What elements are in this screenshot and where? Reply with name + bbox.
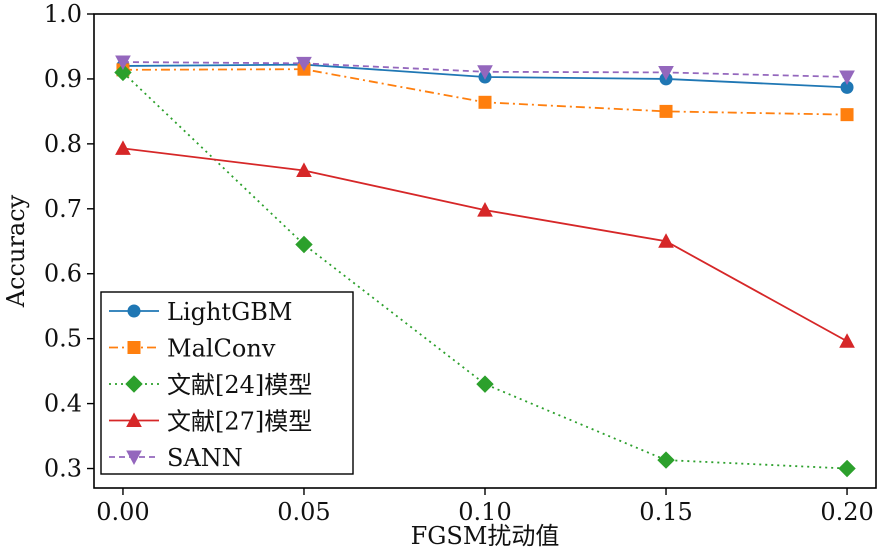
series-4 [115,55,855,86]
x-tick-label: 0.10 [458,498,511,526]
legend-label: 文献[24]模型 [167,371,312,399]
data-point [295,235,313,254]
data-point [115,140,131,155]
legend-label: MalConv [167,335,276,363]
data-point [659,104,673,118]
data-point [114,63,132,82]
y-axis-label: Accuracy [2,194,30,308]
legend-marker [127,341,141,354]
data-point [658,65,674,81]
legend-item: MalConv [109,335,276,363]
legend-marker [125,375,143,393]
data-point [476,375,494,393]
data-point [477,65,493,80]
x-axis-ticks: 0.00 0.05 0.10 0.15 0.20 [96,488,874,526]
data-point [657,451,675,469]
y-tick-label: 1.0 [44,0,82,28]
x-tick-label: 0.00 [96,498,149,526]
y-tick-label: 0.4 [44,390,82,418]
data-point [658,233,674,248]
x-axis-label: FGSM扰动值 [411,522,560,550]
series-3 [115,140,855,348]
data-point [478,95,492,109]
data-point [296,162,312,177]
legend-item: SANN [109,444,243,472]
y-tick-label: 0.8 [44,130,82,158]
legend-marker [127,304,141,318]
plot-frame [93,13,877,489]
data-point [296,56,312,72]
y-axis-ticks: 0.3 0.4 0.5 0.6 0.7 0.8 0.9 1.0 [44,0,94,483]
legend-label: 文献[27]模型 [167,408,312,436]
data-point [477,202,493,217]
x-tick-label: 0.20 [820,498,873,526]
legend-marker [126,412,142,427]
data-point [838,459,856,478]
legend-box [100,291,354,475]
legend-marker [126,450,142,466]
legend-item: LightGBM [109,298,292,326]
y-tick-label: 0.6 [44,260,82,288]
series-2 [114,63,856,478]
data-point [115,55,131,71]
data-point [839,70,855,86]
data-point [839,333,855,348]
legend-item: 文献[24]模型 [109,371,312,399]
plot-area [114,55,856,478]
data-point [840,108,854,122]
x-tick-label: 0.05 [277,498,330,526]
y-tick-label: 0.5 [44,325,82,353]
legend-label: LightGBM [167,298,292,326]
legend-item: 文献[27]模型 [109,408,312,436]
y-tick-label: 0.9 [44,65,82,93]
y-tick-label: 0.3 [44,455,82,483]
y-tick-label: 0.7 [44,195,82,223]
legend-label: SANN [167,444,243,472]
x-tick-label: 0.15 [639,498,692,526]
